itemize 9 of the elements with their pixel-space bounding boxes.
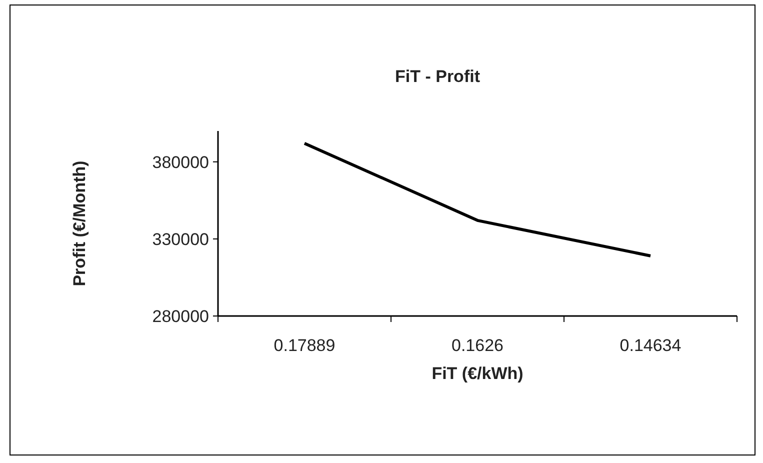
- x-tick-label: 0.1626: [452, 336, 504, 355]
- y-tick-label: 380000: [152, 152, 209, 172]
- y-tick-label: 330000: [152, 230, 209, 249]
- x-tick-label: 0.14634: [620, 336, 682, 355]
- x-tick-label: 0.17889: [274, 336, 336, 355]
- x-axis-title: FiT (€/kWh): [432, 364, 524, 383]
- y-axis-title: Profit (€/Month): [70, 160, 89, 286]
- chart-title: FiT - Profit: [395, 67, 480, 86]
- y-tick-label: 280000: [152, 306, 209, 326]
